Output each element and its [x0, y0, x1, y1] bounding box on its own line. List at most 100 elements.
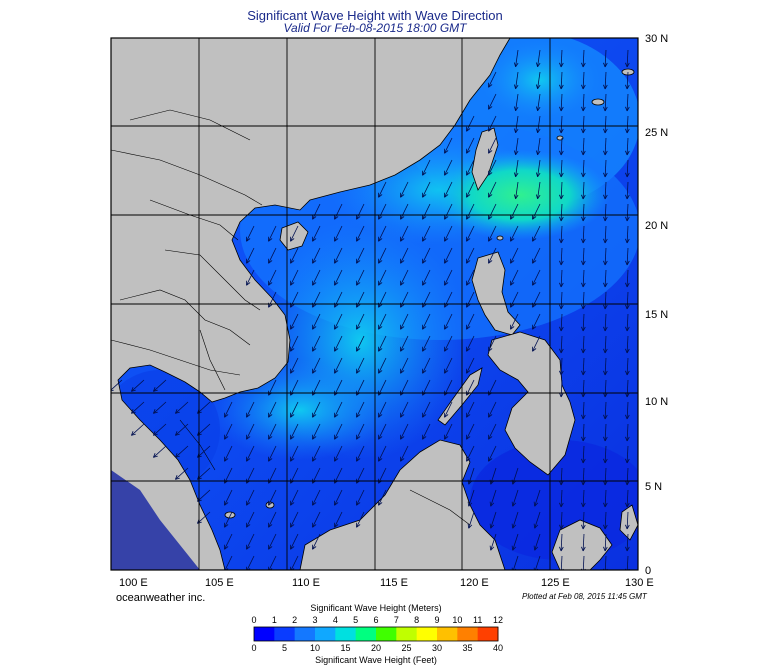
wave-arrow [444, 291, 453, 308]
wave-arrow [582, 379, 585, 398]
wave-arrow-head [625, 172, 628, 178]
wave-arrow-head [604, 260, 608, 266]
legend-color-swatch [416, 627, 438, 641]
wave-arrow-head [532, 260, 537, 264]
wave-arrow-head [268, 260, 273, 264]
wave-arrow-head [246, 502, 251, 506]
wave-arrow-head [603, 194, 606, 200]
wave-arrow [582, 555, 585, 570]
legend-title-feet: Significant Wave Height (Feet) [315, 655, 437, 665]
wave-arrow-head [511, 479, 514, 485]
wave-arrow [582, 269, 585, 288]
wave-arrow-head [510, 326, 515, 330]
wave-arrow-head [490, 480, 495, 485]
wave-arrow-head [533, 545, 536, 551]
wave-arrow-head [488, 106, 493, 110]
wave-arrow [510, 291, 519, 308]
wave-arrow [604, 555, 607, 570]
wave-arrow-head [537, 62, 541, 68]
wave-arrow [356, 225, 365, 242]
wave-arrow [378, 489, 387, 506]
wave-arrow-head [515, 172, 519, 178]
wave-arrow-head [422, 260, 427, 264]
wave-arrow-head [532, 304, 537, 308]
wave-arrow-head [535, 62, 538, 67]
wave-arrow [488, 71, 497, 88]
wave-arrow-head [625, 458, 628, 464]
wave-arrow-head [604, 216, 608, 222]
wave-arrow-head [400, 304, 405, 308]
wave-arrow [400, 181, 409, 198]
wave-arrow-head [246, 414, 251, 418]
wave-arrow-head [535, 84, 538, 89]
wave-arrow-head [625, 546, 628, 552]
wave-arrow [560, 533, 563, 552]
wave-arrow-head [604, 524, 608, 530]
wave-arrow-head [604, 348, 608, 354]
wave-arrow-head [422, 238, 427, 242]
wave-arrow-head [488, 150, 493, 154]
wave-arrow-head [197, 411, 202, 414]
wave-arrow-head [334, 524, 339, 528]
wave-arrow-head [197, 499, 202, 502]
wave-arrow-head [246, 238, 251, 242]
wave-arrow-head [603, 172, 606, 178]
wave-arrow-head [268, 458, 273, 462]
wave-arrow [378, 423, 387, 440]
wave-arrow-head [312, 546, 317, 550]
wave-arrow [400, 269, 409, 286]
wave-arrow-head [515, 84, 519, 90]
wave-arrow-head [356, 282, 361, 286]
wave-arrow-head [559, 348, 562, 354]
wave-arrow [334, 203, 343, 220]
wave-arrow-head [581, 172, 584, 178]
wave-arrow [626, 203, 629, 222]
wave-arrow [582, 225, 585, 244]
wave-arrow-head [510, 304, 515, 308]
wave-arrow-head [290, 370, 295, 374]
wave-arrow-head [511, 545, 514, 551]
wave-arrow [626, 159, 629, 178]
wave-arrow-head [537, 172, 541, 178]
wave-arrow [582, 313, 585, 332]
wave-arrow-head [268, 304, 273, 308]
wave-arrow [334, 247, 343, 264]
wave-arrow-head [625, 348, 628, 354]
wave-arrow [488, 159, 497, 176]
wave-arrow-head [488, 128, 493, 132]
wave-arrow [582, 533, 585, 552]
palawan-island [437, 367, 483, 426]
wave-arrow [488, 423, 497, 440]
wave-arrow [268, 489, 277, 506]
wave-arrow-head [290, 458, 295, 462]
wave-arrow [626, 467, 629, 486]
wave-arrow-head [626, 150, 630, 156]
wave-arrow-head [560, 84, 564, 90]
wave-arrow-head [535, 106, 538, 111]
wave-arrow-head [153, 431, 156, 436]
wave-arrow [560, 203, 563, 222]
wave-arrow-head [582, 480, 586, 486]
wave-arrow-head [626, 282, 630, 288]
wave-arrow [626, 137, 629, 156]
wave-arrow-head [356, 502, 361, 506]
wave-arrow-head [488, 84, 493, 88]
wave-arrow-head [604, 370, 608, 376]
wave-arrow [515, 49, 519, 67]
wave-arrow-head [334, 348, 339, 352]
wave-arrow [246, 225, 255, 242]
legend-feet-label: 15 [340, 643, 351, 653]
wave-arrow-head [175, 455, 180, 458]
wave-arrow-head [488, 216, 493, 220]
wave-arrow [560, 115, 563, 134]
wave-arrow [466, 269, 475, 286]
wave-arrow [290, 401, 299, 418]
wave-arrow-head [581, 238, 584, 244]
wave-arrow-head [626, 348, 630, 354]
wave-arrow [153, 423, 167, 436]
wave-arrow-head [153, 389, 158, 392]
wave-arrow-head [581, 216, 584, 222]
legend-meter-label: 2 [292, 615, 298, 625]
wave-arrow [131, 379, 145, 392]
wave-arrow-head [468, 524, 473, 529]
